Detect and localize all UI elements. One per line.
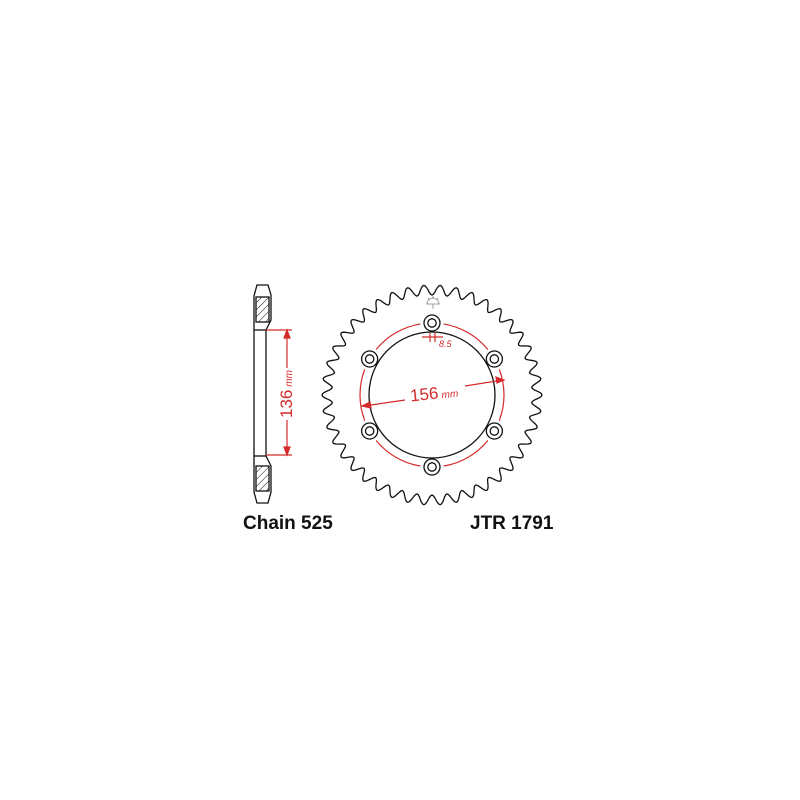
bolt-circle-arcs xyxy=(359,323,505,467)
chain-label: Chain 525 xyxy=(243,513,333,534)
part-number-label: JTR 1791 xyxy=(470,513,554,534)
bolt-circle-arc xyxy=(443,440,489,467)
bolt-hole-label: 8.5 xyxy=(439,339,453,349)
bolt-hole xyxy=(364,354,375,364)
bolt-circle-arc xyxy=(375,440,421,467)
bolt-circle-arc xyxy=(443,323,489,350)
logo-icon xyxy=(426,296,440,309)
center-bore xyxy=(368,331,496,459)
bolt-hole xyxy=(489,426,500,436)
bolt-hole xyxy=(364,426,375,436)
bolt-hole xyxy=(427,462,437,472)
side-view xyxy=(253,284,272,504)
bolt-circle-arc xyxy=(375,323,421,350)
bore-dimension xyxy=(266,328,292,457)
bolt-hole xyxy=(489,354,500,364)
bolt-circle-arc xyxy=(498,369,505,421)
bolt-circle-arc xyxy=(359,369,366,421)
bore-dimension-label: 136mm xyxy=(277,370,296,418)
bolt-hole xyxy=(427,318,437,328)
bolt-holes xyxy=(360,314,504,476)
bolt-circle-label: 156 mm xyxy=(409,382,459,406)
bolt-circle-dimension xyxy=(360,333,506,409)
